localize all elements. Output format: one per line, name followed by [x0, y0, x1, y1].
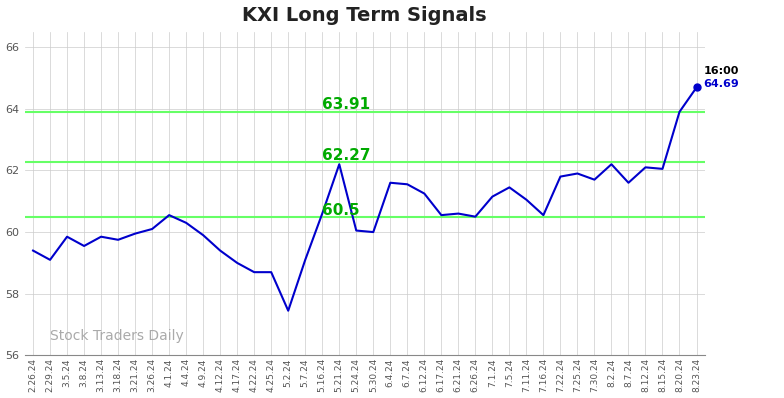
Point — [690, 84, 702, 91]
Text: 62.27: 62.27 — [322, 148, 371, 163]
Text: 63.91: 63.91 — [322, 98, 370, 112]
Text: 64.69: 64.69 — [703, 79, 739, 90]
Title: KXI Long Term Signals: KXI Long Term Signals — [242, 6, 487, 25]
Text: 16:00: 16:00 — [703, 66, 739, 76]
Text: 60.5: 60.5 — [322, 203, 360, 218]
Text: Stock Traders Daily: Stock Traders Daily — [50, 329, 183, 343]
